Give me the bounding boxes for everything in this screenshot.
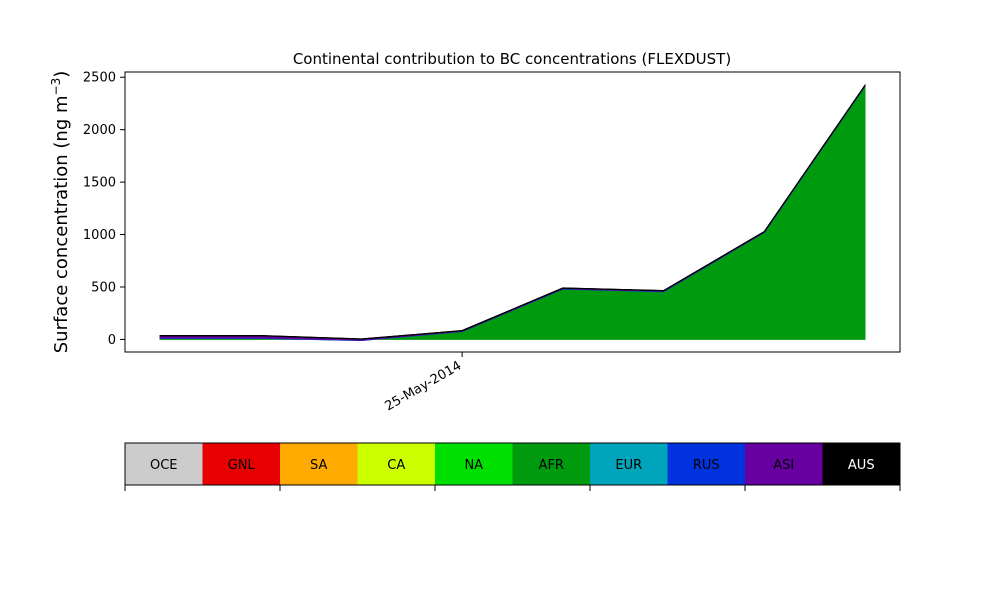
- legend-label-ca: CA: [387, 458, 405, 473]
- legend-swatch-na: [435, 443, 513, 485]
- total-outline: [160, 84, 866, 340]
- chart-title: Continental contribution to BC concentra…: [293, 50, 731, 68]
- x-axis: 25-May-2014: [382, 352, 464, 414]
- color-legend: OCE GNL SA CA NA AFR EUR RUS ASI AUS: [124, 442, 901, 491]
- legend-label-sa: SA: [310, 458, 327, 473]
- legend-label-eur: EUR: [615, 458, 642, 473]
- legend-swatch-rus: [667, 443, 746, 485]
- legend-frame: [124, 442, 901, 486]
- legend-label-gnl: GNL: [228, 458, 256, 473]
- y-axis-label-close: ): [51, 71, 72, 78]
- legend-swatch-sa: [280, 443, 358, 485]
- y-tick-label: 1500: [83, 176, 116, 191]
- plot-frame: [124, 71, 901, 353]
- legend-label-asi: ASI: [773, 458, 794, 473]
- y-axis: 0 500 1000 1500 2000 2500: [83, 71, 125, 348]
- legend-label-aus: AUS: [848, 458, 875, 473]
- area-series-group: [159, 83, 866, 341]
- legend-swatch-oce: [125, 443, 203, 485]
- legend-label-rus: RUS: [693, 458, 720, 473]
- y-tick-label: 2000: [83, 123, 116, 138]
- legend-swatch-ca: [357, 443, 436, 485]
- legend-label-afr: AFR: [539, 458, 564, 473]
- y-tick-label: 2500: [83, 71, 116, 86]
- legend-swatch-eur: [590, 443, 668, 485]
- y-axis-label: Surface concentration (ng m−3): [49, 71, 72, 354]
- legend-swatch-aus: [822, 443, 901, 485]
- y-tick-label: 1000: [83, 228, 116, 243]
- y-tick-label: 0: [108, 333, 116, 348]
- x-tick-label: 25-May-2014: [382, 358, 464, 414]
- legend-label-oce: OCE: [150, 458, 178, 473]
- y-tick-label: 500: [91, 280, 116, 295]
- legend-swatch-asi: [745, 443, 823, 485]
- legend-swatch-afr: [512, 443, 591, 485]
- legend-label-na: NA: [464, 458, 483, 473]
- area-afr: [159, 84, 866, 341]
- y-axis-label-sup: −3: [49, 78, 63, 96]
- y-axis-label-main: Surface concentration (ng m: [51, 95, 72, 353]
- legend-swatch-gnl: [202, 443, 281, 485]
